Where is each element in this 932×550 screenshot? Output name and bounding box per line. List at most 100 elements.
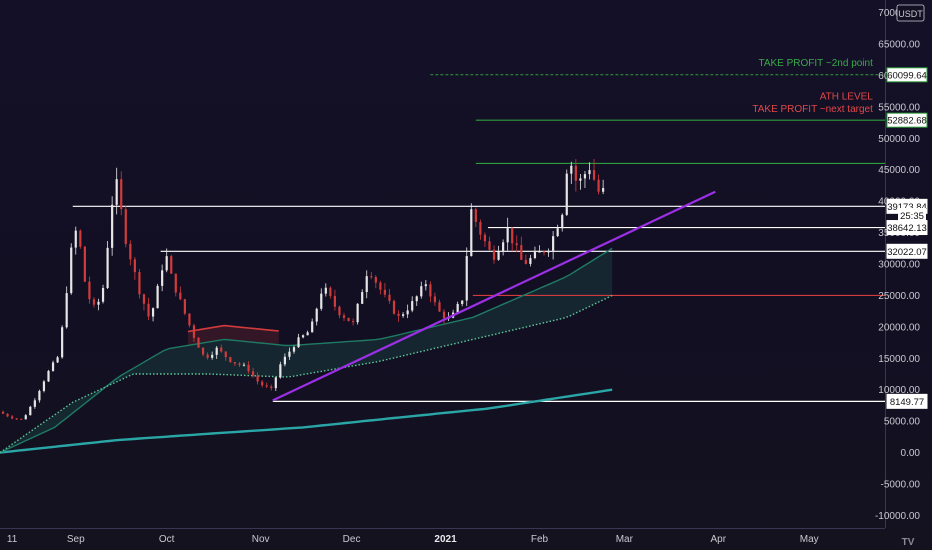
candle [552, 231, 555, 260]
candle [529, 254, 532, 267]
price-tick-label: 25000.00 [878, 291, 920, 302]
candle-body [411, 301, 414, 311]
candle [579, 173, 582, 190]
price-tick-label: 55000.00 [878, 102, 920, 113]
candle-body [229, 357, 232, 363]
candle-body [397, 313, 400, 316]
candle-body [61, 327, 64, 358]
candle-body [238, 363, 241, 365]
moving-average-fill-layer [0, 248, 613, 453]
time-tick-label: Apr [711, 534, 727, 545]
candle [115, 167, 118, 215]
candle-body [433, 296, 437, 303]
currency-badge[interactable]: USDT [896, 4, 925, 22]
candle-body [156, 285, 159, 309]
candle [201, 347, 205, 357]
candle-body [465, 256, 468, 301]
candle [424, 280, 427, 291]
candle-body [288, 351, 291, 357]
candle [142, 293, 146, 311]
price-badge: 38642.13 [886, 220, 928, 236]
candle-body [347, 317, 350, 322]
candle [242, 362, 246, 367]
price-badge-box [886, 67, 928, 83]
moving-averages-layer [0, 247, 613, 454]
candle-body [283, 356, 286, 365]
candle [170, 254, 173, 274]
ascending-trendline[interactable] [272, 190, 716, 402]
moving-average-band [0, 248, 613, 453]
time-badge: 25:35 [898, 208, 926, 222]
candle-body [111, 204, 114, 248]
candle-body [424, 284, 427, 287]
candle [429, 281, 432, 303]
candle [220, 344, 223, 353]
candle [151, 307, 155, 322]
candle-body [542, 251, 546, 253]
candle-body [456, 303, 459, 313]
currency-label: USDT [898, 9, 923, 19]
candle [356, 303, 359, 325]
candle-body [97, 301, 100, 305]
candle [38, 389, 41, 403]
candle-body [515, 243, 518, 246]
candle [51, 360, 55, 372]
price-badge-label: 8149.77 [890, 397, 924, 408]
candle [133, 257, 136, 280]
candle-body [201, 347, 205, 355]
candle-body [242, 364, 246, 366]
time-tick-label: 2021 [434, 534, 457, 545]
candle [33, 398, 36, 409]
candle [20, 418, 23, 421]
candle-body [506, 227, 509, 243]
candle [342, 312, 346, 321]
candle [347, 317, 350, 322]
candle [497, 245, 500, 261]
candle-body [65, 293, 68, 328]
candle-body [142, 294, 146, 304]
candle [15, 417, 18, 420]
candle [11, 414, 14, 420]
candle-body [192, 325, 196, 338]
candle-body [11, 416, 14, 419]
candle [111, 196, 114, 256]
candle-body [70, 247, 73, 294]
candle [520, 236, 523, 261]
price-badge-box [886, 112, 928, 128]
candle-body [6, 413, 9, 417]
price-tick-label: 50000.00 [878, 134, 920, 145]
price-badges-layer: 39173.84 32022.07 8149.77 38642.13 52882.68 6… [886, 67, 928, 409]
candle-body [356, 303, 359, 323]
candle-body [161, 270, 164, 286]
candle-body [502, 242, 505, 252]
candle [47, 369, 50, 382]
candle-body [470, 209, 473, 257]
logo-mark: TV [902, 537, 915, 548]
candle [351, 318, 355, 326]
candle-body [588, 170, 591, 175]
candle-body [511, 227, 514, 244]
candle [97, 298, 100, 311]
candle [333, 289, 337, 311]
candle [120, 171, 123, 216]
price-tick-label: 10000.00 [878, 385, 920, 396]
candle-body [370, 276, 373, 278]
bearish-band [187, 325, 279, 346]
time-axis[interactable]: 11 Sep Oct Nov Dec 2021 Feb Mar Apr May [0, 528, 885, 546]
candle-body [533, 252, 537, 259]
candle [29, 405, 32, 416]
trendline-layer[interactable] [272, 190, 716, 402]
candle [297, 333, 300, 348]
candle [311, 318, 314, 333]
level-annotation: ATH LEVEL [820, 91, 874, 102]
candle-body [133, 259, 136, 273]
price-badge: 52882.68 [886, 112, 928, 128]
candle [224, 351, 227, 361]
tradingview-logo: TV [902, 537, 915, 548]
time-tick-label: 11 [7, 534, 18, 545]
candle-body [379, 282, 382, 290]
candle-body [265, 385, 268, 387]
candle-body [374, 277, 377, 283]
candle [492, 245, 496, 264]
